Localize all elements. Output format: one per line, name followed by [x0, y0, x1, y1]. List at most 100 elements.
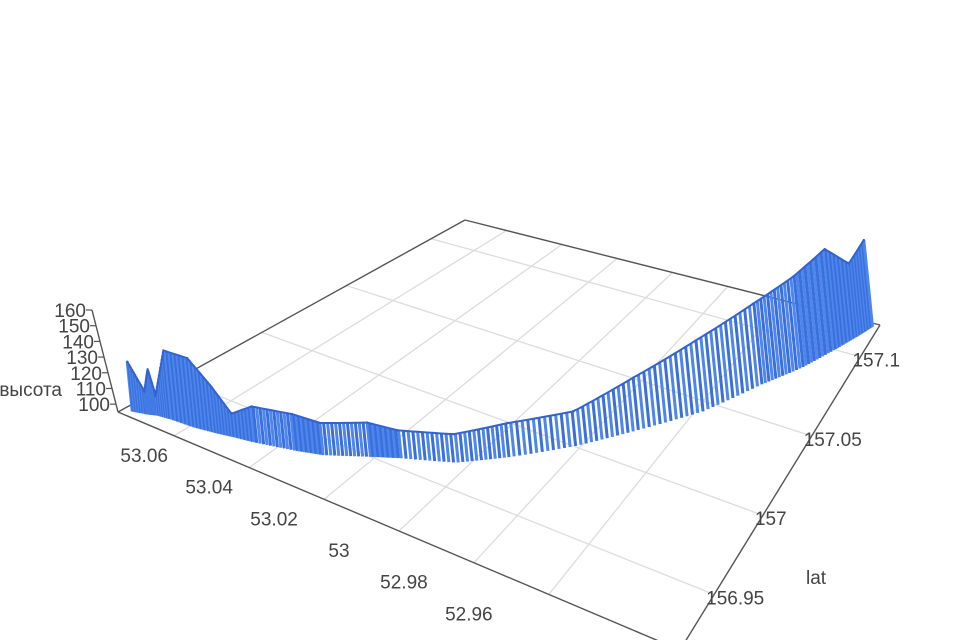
- ribbon-bar: [282, 412, 290, 450]
- ribbon-bar: [391, 428, 398, 459]
- z-tick-label: 130: [66, 348, 98, 369]
- ribbon-bar: [499, 424, 506, 458]
- ribbon-bar: [759, 298, 771, 382]
- ribbon-bar: [230, 413, 236, 438]
- ribbon-bar: [565, 412, 572, 448]
- ribbon-bar: [819, 252, 833, 352]
- ribbon-bar: [808, 261, 822, 359]
- ribbon-bar: [242, 409, 249, 441]
- y-tick-label: 157: [755, 509, 787, 530]
- ribbon-bar: [386, 427, 393, 458]
- ribbon-bar: [811, 259, 825, 357]
- ribbon-bar: [195, 369, 205, 430]
- ribbon-bar: [370, 423, 378, 458]
- ribbon-bar: [179, 356, 190, 426]
- ribbon-bar: [268, 409, 276, 447]
- data-point: [791, 275, 794, 279]
- ribbon-bar: [169, 352, 180, 422]
- ribbon-bar: [189, 362, 200, 429]
- ribbon-bar: [673, 352, 684, 418]
- ribbon-bar: [193, 367, 203, 430]
- ribbon-bar: [365, 422, 373, 457]
- data-point: [154, 394, 157, 397]
- ribbon-bar: [349, 422, 357, 457]
- y-tick-label: 157.1: [852, 351, 900, 372]
- data-point: [572, 410, 575, 413]
- ribbon-bar: [616, 386, 625, 435]
- ribbon-bar: [769, 291, 781, 378]
- ribbon-bar: [341, 422, 349, 457]
- axis-edge: [117, 411, 659, 640]
- data-point: [319, 421, 322, 425]
- ribbon-bar: [844, 262, 856, 339]
- ribbon-bar: [165, 351, 176, 421]
- ribbon-bar: [199, 374, 209, 431]
- ribbon-bar: [786, 280, 799, 371]
- data-point: [290, 412, 294, 416]
- ribbon-bar: [704, 334, 715, 408]
- ribbon-bar: [846, 263, 858, 338]
- ribbon-bar: [430, 432, 437, 462]
- z-tick-label: 150: [58, 317, 90, 338]
- data-point: [694, 339, 697, 342]
- ribbon-bar: [439, 433, 446, 462]
- ribbon-bar: [240, 409, 247, 441]
- data-point: [126, 360, 129, 363]
- ribbon-bar: [543, 416, 550, 452]
- ribbon-bar: [301, 417, 309, 453]
- ribbon-bar: [373, 424, 380, 458]
- ribbon-bar: [765, 294, 778, 379]
- data-point: [209, 385, 213, 388]
- ribbon-bar: [652, 365, 662, 425]
- ribbon-bar: [481, 428, 488, 460]
- x-tick-label: 52.98: [380, 573, 428, 594]
- ribbon-bar: [709, 331, 720, 405]
- ribbon-bar: [265, 409, 273, 446]
- ribbon-bar: [308, 419, 316, 454]
- ribbon-bar: [171, 353, 182, 423]
- ribbon-bar: [306, 418, 313, 454]
- ribbon-bar: [689, 343, 700, 414]
- ribbon-bar: [840, 259, 852, 341]
- x-tick-label: 52.96: [445, 604, 493, 625]
- ribbon-bar: [755, 300, 767, 384]
- ribbon-bar: [272, 410, 279, 448]
- ribbon-bar: [338, 422, 345, 457]
- data-point: [143, 390, 146, 393]
- ribbon-bar: [509, 422, 516, 457]
- grid-line-x: [323, 257, 618, 500]
- ribbon-bar: [476, 429, 483, 461]
- ribbon-bar: [611, 389, 620, 436]
- ribbon-bar: [326, 422, 333, 456]
- grid-line-x: [173, 229, 507, 437]
- ribbon-bar: [782, 282, 795, 372]
- data-point: [847, 262, 851, 265]
- ribbon-bar: [275, 411, 283, 448]
- ribbon-bar: [388, 428, 395, 458]
- ribbon-bar: [842, 260, 854, 340]
- ribbon-bar: [251, 406, 259, 444]
- ribbon-bar: [187, 360, 198, 428]
- ribbon-bar: [161, 351, 172, 420]
- ribbon-bar: [173, 354, 184, 424]
- ribbon-bar: [167, 352, 178, 422]
- ribbon-bar: [762, 296, 774, 381]
- ribbon-bar: [816, 254, 830, 354]
- ribbon-bar: [416, 431, 422, 460]
- ribbon-bar: [658, 362, 668, 423]
- ribbon-bar: [531, 418, 539, 453]
- ribbon-bar: [435, 432, 441, 462]
- ribbon-bar: [738, 312, 750, 392]
- z-axis-line: [91, 309, 119, 413]
- ribbon-bar: [800, 268, 814, 363]
- ribbon-bar: [228, 411, 235, 437]
- ribbon-bar: [495, 425, 502, 459]
- data-point: [146, 368, 149, 371]
- ribbon-bar: [292, 414, 299, 452]
- data-point: [823, 247, 826, 251]
- y-axis-label: lat: [806, 568, 827, 589]
- ribbon-bar: [345, 422, 353, 457]
- z-tick-label: 110: [76, 379, 106, 400]
